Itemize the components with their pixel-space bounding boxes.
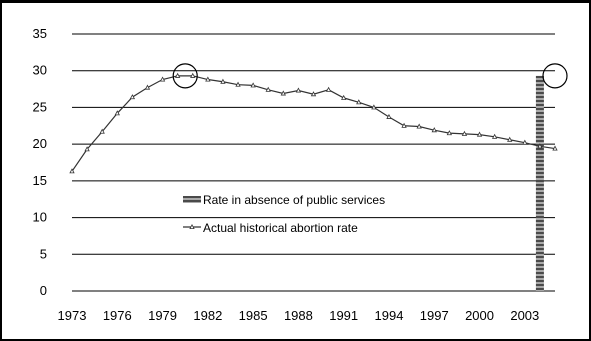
x-tick-label-1976: 1976 <box>103 308 132 323</box>
data-point-1983 <box>220 78 226 84</box>
data-point-1993 <box>371 104 377 110</box>
y-tick-label-5: 5 <box>40 246 47 261</box>
x-axis: 1973 1976 1979 1982 1985 1988 1991 1994 1997 2000… <box>58 308 540 323</box>
y-tick-label-0: 0 <box>40 283 47 298</box>
highlight-circle-1 <box>172 63 198 89</box>
y-tick-label-10: 10 <box>33 210 47 225</box>
x-tick-label-1979: 1979 <box>148 308 177 323</box>
x-tick-label-1994: 1994 <box>375 308 404 323</box>
data-point-1974 <box>84 146 90 152</box>
y-tick-label-20: 20 <box>33 136 47 151</box>
data-point-1981 <box>190 72 196 78</box>
data-point-2001 <box>491 133 498 139</box>
x-tick-label-1988: 1988 <box>284 308 313 323</box>
data-point-1997 <box>431 127 437 133</box>
x-tick-label-1985: 1985 <box>239 308 268 323</box>
data-point-1995 <box>401 122 407 128</box>
gridlines <box>72 33 555 292</box>
highlight-circle-2 <box>542 63 568 89</box>
legend-swatch-bar <box>183 196 201 203</box>
data-point-2005 <box>552 145 558 151</box>
data-point-1994 <box>386 113 392 119</box>
data-point-1980 <box>174 72 181 78</box>
legend-swatch-marker <box>189 223 195 229</box>
legend-label-bar: Rate in absence of public services <box>203 193 385 207</box>
data-point-1973 <box>69 168 75 174</box>
data-point-1982 <box>205 76 211 82</box>
bar-2004 <box>535 75 544 292</box>
data-point-2002 <box>507 136 513 142</box>
x-tick-label-1991: 1991 <box>329 308 358 323</box>
data-point-1976 <box>114 110 120 116</box>
line-series <box>69 72 558 174</box>
data-point-1989 <box>310 91 317 97</box>
y-tick-label-35: 35 <box>33 26 47 41</box>
x-tick-label-1982: 1982 <box>193 308 222 323</box>
y-axis: 0 5 10 15 20 25 30 35 <box>33 26 47 298</box>
data-point-1990 <box>325 86 332 92</box>
data-point-1992 <box>356 99 362 105</box>
data-point-1977 <box>129 94 136 100</box>
data-point-1979 <box>159 76 166 82</box>
legend: Rate in absence of public services Actual… <box>183 193 385 235</box>
highlight-circles <box>172 63 568 89</box>
legend-label-line: Actual historical abortion rate <box>203 221 358 235</box>
x-tick-label-2000: 2000 <box>465 308 494 323</box>
y-tick-label-25: 25 <box>33 99 47 114</box>
data-point-1991 <box>341 94 347 100</box>
data-point-1975 <box>99 128 105 134</box>
y-tick-label-15: 15 <box>33 173 47 188</box>
x-tick-label-1973: 1973 <box>58 308 87 323</box>
y-tick-label-30: 30 <box>33 63 47 78</box>
data-point-1986 <box>265 86 271 92</box>
data-point-2000 <box>476 131 483 137</box>
x-tick-label-2003: 2003 <box>510 308 539 323</box>
data-point-1998 <box>446 130 453 136</box>
data-point-1978 <box>144 84 151 90</box>
data-point-2004 <box>537 143 543 149</box>
data-point-1996 <box>416 123 422 129</box>
data-point-1985 <box>250 82 256 88</box>
data-point-1988 <box>295 87 302 93</box>
x-tick-label-1997: 1997 <box>420 308 449 323</box>
data-point-1987 <box>280 90 286 96</box>
series-line-actual-rate <box>71 75 556 172</box>
data-point-1999 <box>461 130 468 136</box>
data-point-2003 <box>522 139 528 145</box>
data-point-1984 <box>235 81 241 87</box>
bar-series <box>535 75 544 292</box>
